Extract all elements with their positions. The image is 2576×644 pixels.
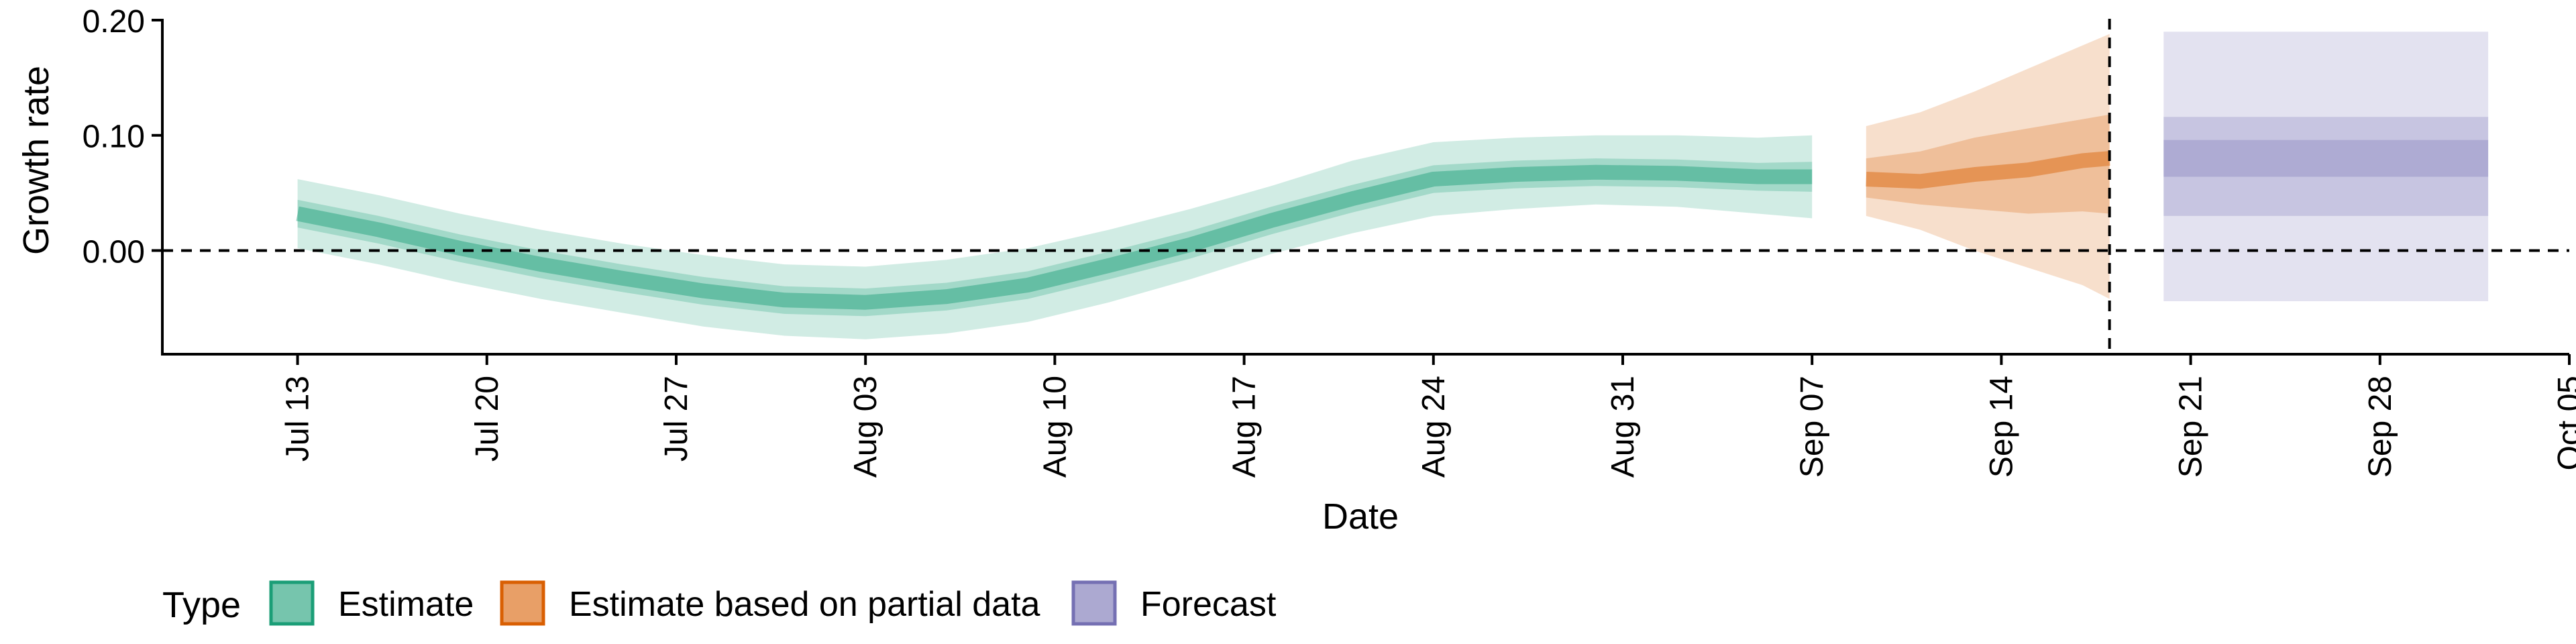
legend-label: Forecast bbox=[1140, 585, 1277, 624]
y-tick-label: 0.00 bbox=[83, 234, 145, 270]
legend-entry: Estimate bbox=[269, 580, 474, 626]
legend-entry: Forecast bbox=[1071, 580, 1277, 626]
band-50 bbox=[297, 158, 1813, 317]
legend-swatch bbox=[269, 580, 315, 626]
y-axis-title: Growth rate bbox=[16, 66, 56, 255]
band-50 bbox=[2163, 117, 2489, 216]
legend-label: Estimate based on partial data bbox=[569, 585, 1040, 624]
y-tick-label: 0.20 bbox=[83, 4, 145, 40]
band-layer bbox=[296, 32, 2489, 339]
median-line bbox=[1866, 151, 2110, 189]
median-line bbox=[296, 164, 1813, 310]
legend-label: Estimate bbox=[338, 585, 474, 624]
x-tick-label: Sep 07 bbox=[1794, 376, 1830, 478]
series-estimate-based-on-partial-data bbox=[1866, 34, 2110, 299]
legend-swatch bbox=[500, 580, 545, 626]
band-90 bbox=[2163, 32, 2489, 301]
x-tick-label: Aug 03 bbox=[848, 376, 883, 478]
x-axis-title: Date bbox=[1322, 496, 1399, 537]
x-tick-label: Sep 28 bbox=[2363, 376, 2398, 478]
x-tick-label: Aug 24 bbox=[1416, 376, 1452, 478]
tick-layer: 0.00 0.10 0.20 Jul 13 Jul 20 Jul 27 Aug 03 Aug … bbox=[83, 4, 2576, 478]
x-tick-label: Jul 13 bbox=[280, 376, 316, 462]
x-tick-label: Oct 05 bbox=[2552, 376, 2576, 470]
band-90 bbox=[297, 135, 1813, 339]
x-tick-label: Sep 21 bbox=[2174, 376, 2209, 478]
x-tick-label: Aug 10 bbox=[1037, 376, 1073, 478]
series-forecast bbox=[2163, 32, 2489, 301]
reference-lines bbox=[162, 19, 2569, 354]
x-tick-label: Aug 17 bbox=[1227, 376, 1263, 478]
x-tick-label: Jul 27 bbox=[659, 376, 694, 462]
legend-swatch bbox=[1071, 580, 1117, 626]
x-tick-label: Aug 31 bbox=[1605, 376, 1641, 478]
y-tick-label: 0.10 bbox=[83, 119, 145, 155]
series-estimate bbox=[296, 135, 1813, 339]
band-20 bbox=[2163, 140, 2489, 177]
legend: Type Estimate Estimate based on partial d… bbox=[162, 580, 1277, 626]
legend-title: Type bbox=[162, 585, 241, 625]
legend-entry: Estimate based on partial data bbox=[500, 580, 1040, 626]
axes bbox=[161, 19, 2569, 356]
band-90 bbox=[1866, 34, 2110, 299]
x-tick-label: Sep 14 bbox=[1984, 376, 2019, 478]
band-50 bbox=[1866, 114, 2110, 214]
x-tick-label: Jul 20 bbox=[470, 376, 505, 462]
